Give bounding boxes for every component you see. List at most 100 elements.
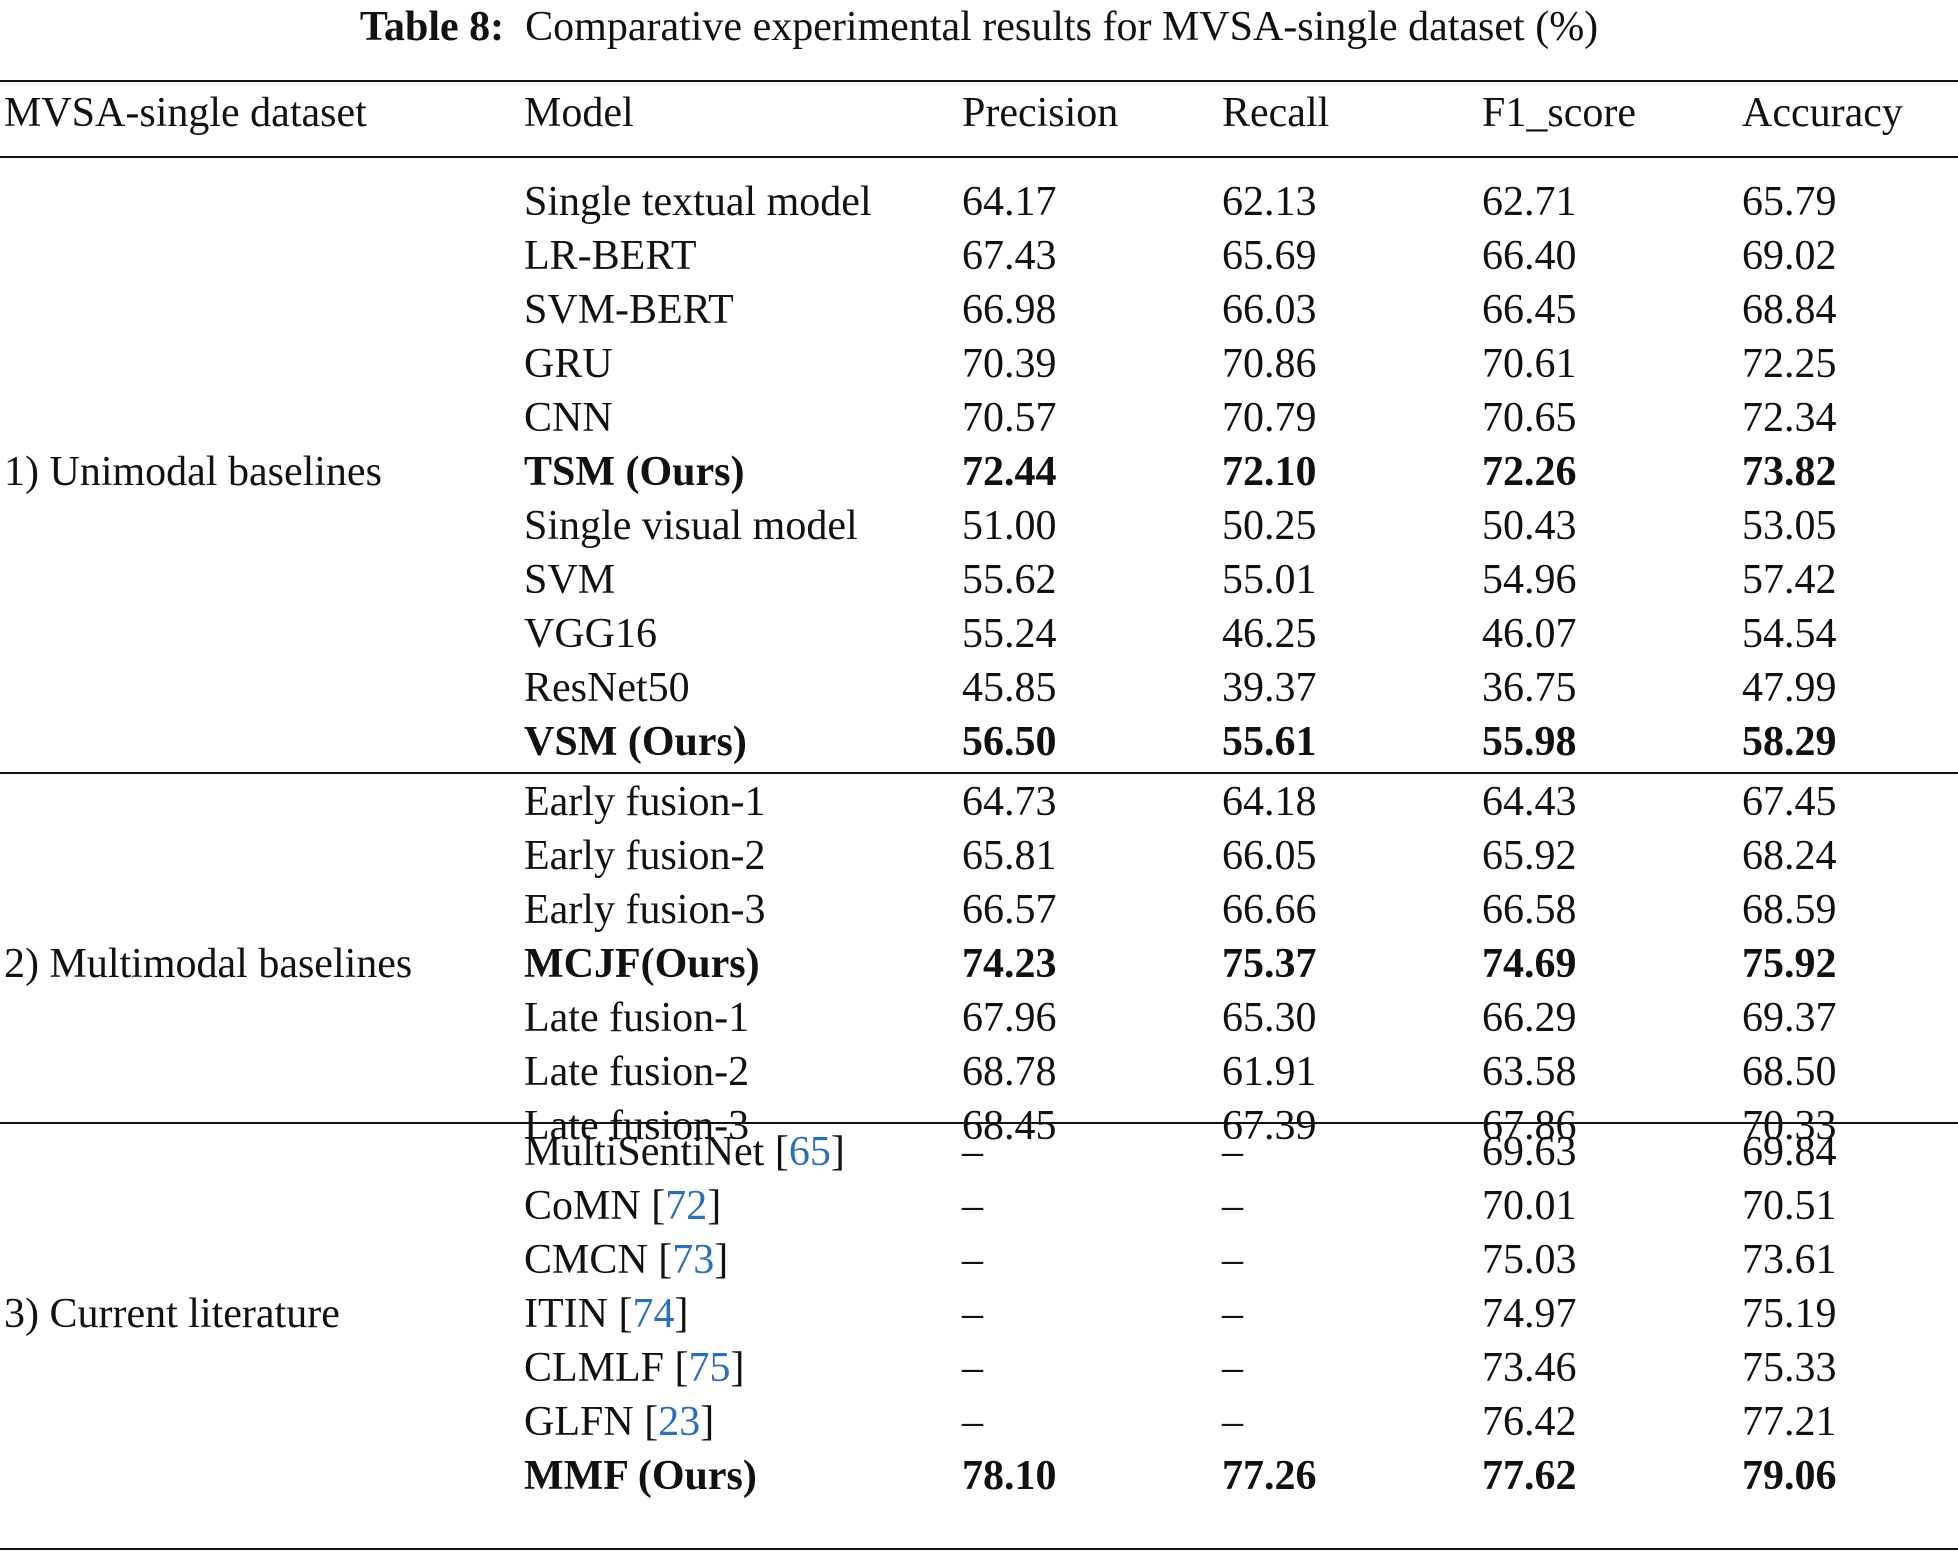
ref-bracket: ] (700, 1399, 715, 1445)
precision-value: 67.96 (962, 995, 1057, 1041)
model-label: GRU (524, 341, 613, 387)
model-name: MMF (Ours) (524, 1449, 757, 1503)
f1-value: 36.75 (1482, 665, 1577, 711)
f1-value: 74.97 (1482, 1291, 1577, 1337)
f1-value: 76.42 (1482, 1399, 1577, 1445)
caption-text: Comparative experimental results for MVS… (525, 4, 1599, 50)
recall-value: 64.18 (1222, 779, 1317, 825)
group-label: 1) Unimodal baselines (4, 449, 382, 495)
ref-bracket: [ (618, 1291, 633, 1337)
accuracy-value: 68.59 (1742, 887, 1837, 933)
model-name: Single visual model (524, 499, 858, 553)
model-label: CoMN (524, 1183, 652, 1229)
recall-value: 77.26 (1222, 1453, 1317, 1499)
caption-label: Table 8: (359, 4, 505, 50)
accuracy-value: 67.45 (1742, 779, 1837, 825)
model-label: CNN (524, 395, 613, 441)
precision-value: 65.81 (962, 833, 1057, 879)
model-name: SVM (524, 553, 615, 607)
model-label: GLFN (524, 1399, 645, 1445)
precision-value: – (962, 1399, 983, 1445)
model-name: Late fusion-2 (524, 1045, 749, 1099)
precision-value: 68.45 (962, 1103, 1057, 1149)
reference-link[interactable]: 65 (788, 1129, 831, 1175)
model-label: Late fusion-1 (524, 995, 750, 1041)
group-rule (0, 772, 1958, 774)
model-name: ResNet50 (524, 661, 690, 715)
precision-value: 78.10 (962, 1453, 1057, 1499)
model-label: Single visual model (524, 503, 858, 549)
accuracy-value: 73.82 (1742, 449, 1837, 495)
accuracy-value: 68.50 (1742, 1049, 1837, 1095)
group-label: 2) Multimodal baselines (4, 941, 413, 987)
f1-value: 74.69 (1482, 941, 1577, 987)
precision-value: – (962, 1129, 983, 1175)
accuracy-value: 70.33 (1742, 1103, 1837, 1149)
model-name: MultiSentiNet [65] (524, 1125, 845, 1179)
recall-value: 65.69 (1222, 233, 1317, 279)
reference-link[interactable]: 23 (658, 1399, 701, 1445)
model-label: SVM-BERT (524, 287, 734, 333)
top-rule (0, 80, 1958, 82)
f1-value: 70.65 (1482, 395, 1577, 441)
ref-bracket: ] (730, 1345, 745, 1391)
model-label: LR-BERT (524, 233, 697, 279)
reference-link[interactable]: 74 (632, 1291, 675, 1337)
f1-value: 70.61 (1482, 341, 1577, 387)
accuracy-value: 47.99 (1742, 665, 1837, 711)
accuracy-value: 65.79 (1742, 179, 1837, 225)
model-label: Early fusion-3 (524, 887, 766, 933)
model-name: MCJF(Ours) (524, 937, 760, 991)
f1-value: 63.58 (1482, 1049, 1577, 1095)
recall-value: 50.25 (1222, 503, 1317, 549)
precision-value: 56.50 (962, 719, 1057, 765)
model-name: GRU (524, 337, 613, 391)
recall-value: – (1222, 1129, 1243, 1175)
precision-value: 74.23 (962, 941, 1057, 987)
precision-value: 55.24 (962, 611, 1057, 657)
ref-bracket: ] (714, 1237, 729, 1283)
model-label: ITIN (524, 1291, 619, 1337)
model-name: SVM-BERT (524, 283, 734, 337)
ref-bracket: [ (674, 1345, 689, 1391)
accuracy-value: 75.33 (1742, 1345, 1837, 1391)
accuracy-value: 69.84 (1742, 1129, 1837, 1175)
model-name: ITIN [74] (524, 1287, 688, 1341)
accuracy-value: 57.42 (1742, 557, 1837, 603)
model-label: Late fusion-3 (524, 1103, 750, 1149)
precision-value: 45.85 (962, 665, 1057, 711)
precision-value: 66.98 (962, 287, 1057, 333)
accuracy-value: 75.19 (1742, 1291, 1837, 1337)
model-name: Single textual model (524, 175, 872, 229)
model-label: VSM (Ours) (524, 719, 747, 765)
recall-value: 70.86 (1222, 341, 1317, 387)
recall-value: 46.25 (1222, 611, 1317, 657)
reference-link[interactable]: 75 (688, 1345, 731, 1391)
header-rule (0, 156, 1958, 158)
precision-value: – (962, 1237, 983, 1283)
f1-value: 77.62 (1482, 1453, 1577, 1499)
reference-link[interactable]: 72 (665, 1183, 708, 1229)
accuracy-value: 69.37 (1742, 995, 1837, 1041)
model-name: CNN (524, 391, 613, 445)
model-name: GLFN [23] (524, 1395, 714, 1449)
precision-value: 66.57 (962, 887, 1057, 933)
model-name: CMCN [73] (524, 1233, 728, 1287)
precision-value: 72.44 (962, 449, 1057, 495)
recall-value: – (1222, 1183, 1243, 1229)
table-caption: Table 8: Comparative experimental result… (0, 0, 1958, 58)
header-accuracy: Accuracy (1742, 90, 1903, 136)
model-name: Late fusion-1 (524, 991, 749, 1045)
header-f1: F1_score (1482, 90, 1636, 136)
f1-value: 62.71 (1482, 179, 1577, 225)
recall-value: 55.01 (1222, 557, 1317, 603)
ref-bracket: ] (674, 1291, 689, 1337)
reference-link[interactable]: 73 (672, 1237, 715, 1283)
f1-value: 67.86 (1482, 1103, 1577, 1149)
model-label: MMF (Ours) (524, 1453, 757, 1499)
group-label: 3) Current literature (4, 1291, 340, 1337)
header-recall: Recall (1222, 90, 1330, 136)
precision-value: 67.43 (962, 233, 1057, 279)
group-rule (0, 1122, 1958, 1124)
precision-value: 64.73 (962, 779, 1057, 825)
